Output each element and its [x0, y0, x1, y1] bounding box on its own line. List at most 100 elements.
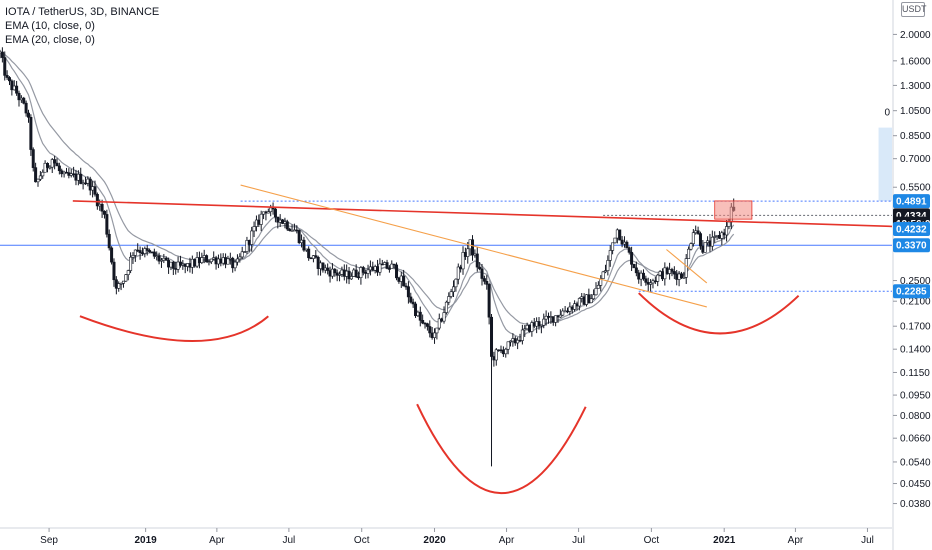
- candle-body: [212, 257, 216, 260]
- candle-body: [606, 260, 610, 271]
- candle-body: [200, 257, 204, 263]
- ema-line-10: [0, 51, 735, 338]
- legend-ema-10[interactable]: EMA (10, close, 0): [5, 20, 95, 32]
- candle-body: [395, 264, 399, 279]
- candle-body: [539, 324, 543, 327]
- candle-body: [573, 303, 577, 310]
- price-tag-3: [893, 221, 930, 236]
- candle-body: [95, 194, 99, 207]
- candle-body: [129, 256, 133, 271]
- candle-body: [677, 273, 681, 280]
- y-tick-label: 1.3000: [900, 81, 931, 92]
- candle-body: [641, 272, 645, 280]
- candle-body: [231, 257, 235, 269]
- candle-body: [283, 221, 287, 224]
- price-tag-4: [893, 238, 930, 253]
- candle-body: [485, 281, 489, 285]
- candle-body: [722, 232, 726, 236]
- candle-body: [169, 261, 173, 268]
- candle-body: [72, 173, 76, 176]
- candle-body: [105, 214, 109, 235]
- candle-body: [713, 236, 717, 238]
- candle-body: [504, 348, 508, 355]
- candle-body: [691, 232, 695, 244]
- candle-body: [596, 285, 600, 289]
- candle-body: [228, 257, 232, 260]
- candle-body: [276, 216, 280, 223]
- y-tick-label: 1.6000: [900, 56, 931, 67]
- candle-body: [425, 323, 429, 327]
- x-tick-label: 2021: [713, 535, 736, 546]
- candle-body: [326, 267, 330, 271]
- candle-body: [466, 248, 470, 257]
- candle-body: [138, 250, 142, 253]
- candle-body: [639, 272, 643, 280]
- candle-body: [22, 97, 26, 104]
- candle-body: [696, 230, 700, 234]
- candle-body: [38, 175, 42, 180]
- candle-body: [404, 285, 408, 288]
- candle-body: [164, 257, 168, 261]
- candle-body: [257, 219, 261, 225]
- candle-body: [162, 257, 166, 261]
- candle-body: [558, 314, 562, 318]
- y-tick-label: 0.0800: [900, 411, 931, 422]
- candle-body: [509, 340, 513, 343]
- x-tick-label: 2020: [423, 535, 446, 546]
- candle-body: [205, 255, 209, 263]
- candle-body: [281, 219, 285, 224]
- candle-body: [148, 250, 152, 253]
- candle-body: [150, 251, 154, 254]
- candle-body: [5, 75, 9, 78]
- legend-ema-20[interactable]: EMA (20, close, 0): [5, 34, 95, 46]
- candle-body: [456, 266, 460, 280]
- candle-body: [57, 165, 61, 172]
- candle-body: [490, 316, 494, 357]
- candle-body: [575, 303, 579, 307]
- currency-badge[interactable]: USDT: [901, 2, 927, 17]
- candle-body: [349, 276, 353, 280]
- candle-body: [342, 269, 346, 277]
- candle-body: [706, 240, 710, 243]
- price-tag-5: [893, 284, 930, 299]
- candle-body: [473, 253, 477, 256]
- x-tick-label: 2019: [135, 535, 158, 546]
- candle-body: [345, 270, 349, 277]
- candle-body: [226, 258, 230, 265]
- candle-body: [31, 149, 35, 168]
- candle-body: [546, 315, 550, 318]
- candle-body: [587, 294, 591, 304]
- candle-body: [143, 248, 147, 254]
- candle-body: [452, 286, 456, 293]
- candle-body: [45, 162, 49, 168]
- candle-body: [565, 310, 569, 313]
- candle-body: [608, 250, 612, 261]
- legend-symbol[interactable]: IOTA / TetherUS, 3D, BINANCE: [5, 6, 160, 18]
- candle-body: [670, 269, 674, 272]
- candle-body: [634, 267, 638, 274]
- candle-body: [416, 311, 420, 317]
- candle-body: [178, 261, 182, 266]
- candle-body: [520, 329, 524, 341]
- candle-body: [601, 271, 605, 280]
- candle-body: [233, 261, 237, 269]
- candle-body: [292, 229, 296, 232]
- candle-body: [131, 255, 135, 258]
- candle-body: [637, 272, 641, 280]
- y-tick-label: 0.2500: [900, 276, 931, 287]
- candle-body: [385, 262, 389, 269]
- candle-body: [207, 261, 211, 264]
- candle-body: [409, 296, 413, 303]
- candle-body: [658, 271, 662, 276]
- candle-body: [471, 239, 475, 256]
- candle-body: [468, 239, 472, 250]
- candle-body: [570, 306, 574, 310]
- candle-body: [390, 263, 394, 269]
- candle-body: [159, 259, 163, 262]
- candle-body: [518, 339, 522, 342]
- candle-body: [328, 270, 332, 277]
- price-tag-label: 0.3370: [896, 241, 927, 252]
- candle-body: [117, 283, 121, 289]
- head-shoulder-arc-2: [638, 292, 800, 335]
